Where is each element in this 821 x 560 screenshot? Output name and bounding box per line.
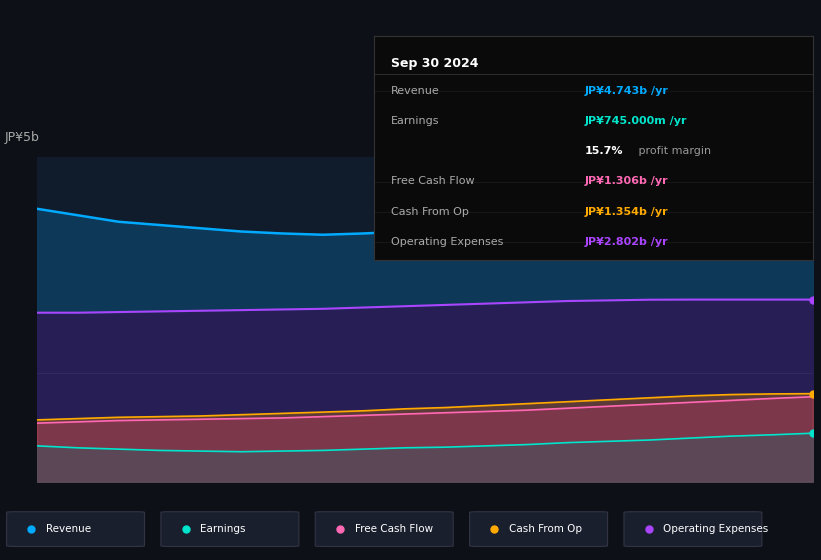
FancyBboxPatch shape [161,512,299,547]
FancyBboxPatch shape [7,512,144,547]
Text: Free Cash Flow: Free Cash Flow [391,176,475,186]
Text: JP¥2.802b /yr: JP¥2.802b /yr [585,237,668,247]
Text: Operating Expenses: Operating Expenses [391,237,503,247]
Text: Operating Expenses: Operating Expenses [663,524,768,534]
FancyBboxPatch shape [624,512,762,547]
Text: Revenue: Revenue [46,524,91,534]
Text: Earnings: Earnings [391,116,439,126]
Text: Revenue: Revenue [391,86,440,96]
Text: profit margin: profit margin [635,146,711,156]
Text: JP¥0: JP¥0 [4,501,31,514]
Text: Cash From Op: Cash From Op [391,207,469,217]
Text: JP¥1.354b /yr: JP¥1.354b /yr [585,207,668,217]
Text: Free Cash Flow: Free Cash Flow [355,524,433,534]
Text: JP¥745.000m /yr: JP¥745.000m /yr [585,116,687,126]
FancyBboxPatch shape [315,512,453,547]
Text: JP¥1.306b /yr: JP¥1.306b /yr [585,176,668,186]
Text: 15.7%: 15.7% [585,146,623,156]
Text: Sep 30 2024: Sep 30 2024 [391,57,479,69]
FancyBboxPatch shape [470,512,608,547]
Text: JP¥4.743b /yr: JP¥4.743b /yr [585,86,668,96]
Text: JP¥5b: JP¥5b [4,131,39,144]
Text: Earnings: Earnings [200,524,245,534]
Text: Cash From Op: Cash From Op [509,524,582,534]
